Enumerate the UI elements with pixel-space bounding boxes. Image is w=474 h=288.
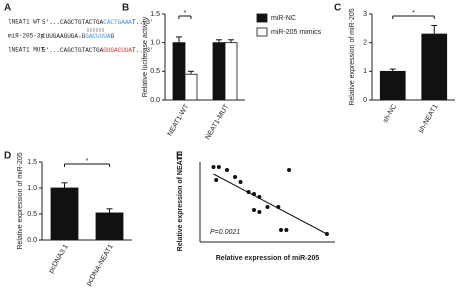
x-tick-label: NEAT1-WT (167, 103, 191, 138)
sequence-segment: GACUUUA (85, 33, 111, 40)
y-tick-label: 1.0 (150, 40, 160, 47)
trend-line (213, 173, 328, 235)
x-tick-label: sh-NC (382, 103, 398, 124)
point (225, 168, 229, 172)
x-tick-label: pcDNA-NEAT1 (85, 243, 114, 287)
sequence-segment: GUGACUUA (103, 47, 132, 54)
point (279, 228, 283, 232)
y-axis-label: Relative expression of NEAT1 (177, 153, 184, 252)
panel-label: E (176, 151, 183, 162)
sequence-segment: T...3' (132, 19, 154, 26)
significance-label: * (86, 158, 89, 165)
sequence: 5'...CAGCTGTACTGACACTGAAAT...3' (42, 19, 154, 26)
x-tick-label: pcDNA3.1 (48, 243, 70, 274)
legend-swatch (256, 27, 268, 37)
bar (50, 187, 79, 241)
y-tick-label: 0.5 (27, 211, 37, 218)
bar (421, 33, 448, 101)
sequence: 5'...CAGCTGTACTGAGUGACUUAT...3' (42, 47, 154, 54)
panel-label: C (334, 3, 341, 14)
point (211, 165, 216, 169)
sequence: CUUGAAGUGA-GGACUUUAG (42, 33, 114, 40)
sequence-name: lNEAT1 WT (8, 19, 41, 26)
point (287, 168, 292, 172)
sequence-segment: T...3' (132, 47, 154, 54)
y-tick-label: 1.0 (27, 185, 37, 192)
y-tick-label: 1.5 (27, 159, 37, 166)
bar (224, 42, 238, 101)
bar (212, 42, 226, 101)
point (284, 228, 289, 232)
point (257, 210, 262, 214)
panel-label: A (4, 3, 11, 14)
point (238, 180, 243, 184)
panel-label: B (122, 3, 129, 14)
pairing-marks (87, 28, 104, 32)
bar (184, 73, 198, 101)
legend-label: miR-NC (271, 15, 296, 22)
y-axis-label: Relative luciferase activity (142, 16, 149, 97)
legend-label: miR-205 mimics (271, 29, 322, 36)
point (233, 175, 238, 179)
significance-label: * (184, 10, 187, 17)
y-tick-label: 0 (363, 97, 367, 104)
x-axis-label: Relative expression of miR-205 (216, 255, 320, 262)
y-tick-label: 2 (363, 40, 367, 47)
x-tick-label: NEAT1-MUT (204, 103, 230, 141)
y-axis-label: Relative expression of miR-205 (17, 152, 24, 249)
sequence-name: lNEAT1 MUT (8, 47, 44, 54)
y-tick-label: 1.5 (150, 11, 160, 18)
point (216, 165, 221, 169)
annotation: P=0.0021 (210, 229, 240, 236)
point (214, 178, 219, 182)
panel-label: D (4, 151, 11, 162)
sequence-segment: CUUGAAGUGA-G (42, 33, 86, 40)
bar (172, 42, 186, 101)
point (252, 208, 256, 212)
y-axis-label: Relative expression of miR-205 (349, 8, 356, 105)
sequence-name: miR-205-3p (8, 33, 44, 40)
bar (379, 70, 406, 101)
point (265, 205, 270, 209)
sequence-segment: 5'...CAGCTGTACTGA (42, 47, 104, 54)
y-tick-label: 0.0 (150, 97, 160, 104)
y-tick-label: 3 (363, 11, 367, 18)
x-tick-label: sh-NEAT1 (418, 103, 440, 134)
legend-swatch (256, 13, 268, 23)
sequence-segment: CACTGAAA (103, 19, 132, 26)
significance-label: * (412, 10, 415, 17)
sequence-segment: 5'...CAGCTGTACTGA (42, 19, 104, 26)
y-tick-label: 0.0 (27, 237, 37, 244)
y-tick-label: 0.5 (150, 68, 160, 75)
bar (95, 212, 124, 241)
y-tick-label: 1 (363, 68, 367, 75)
sequence-segment: G (110, 33, 114, 40)
